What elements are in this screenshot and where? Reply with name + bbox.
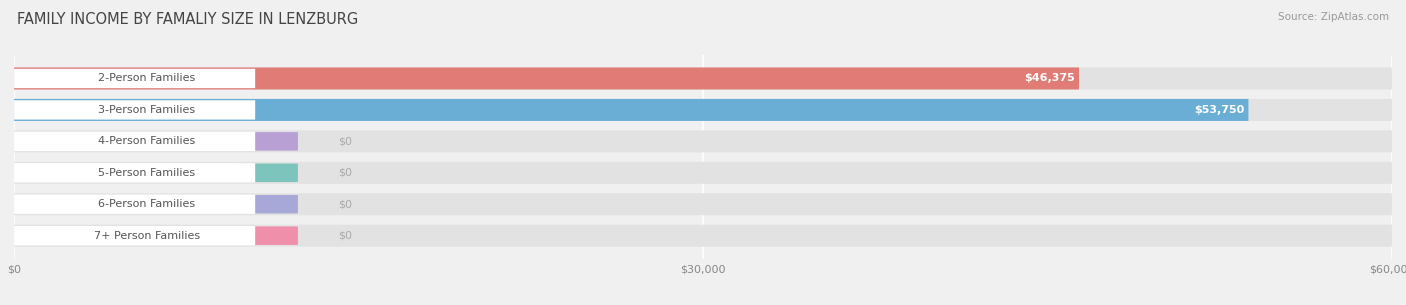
FancyBboxPatch shape [14, 195, 256, 214]
FancyBboxPatch shape [14, 132, 256, 151]
Text: $0: $0 [337, 231, 352, 241]
Text: $53,750: $53,750 [1194, 105, 1244, 115]
FancyBboxPatch shape [14, 100, 256, 120]
FancyBboxPatch shape [14, 99, 1249, 121]
FancyBboxPatch shape [14, 67, 1392, 89]
Text: $0: $0 [337, 199, 352, 209]
FancyBboxPatch shape [14, 225, 1392, 247]
FancyBboxPatch shape [14, 162, 1392, 184]
FancyBboxPatch shape [14, 226, 256, 245]
FancyBboxPatch shape [14, 99, 1392, 121]
Text: Source: ZipAtlas.com: Source: ZipAtlas.com [1278, 12, 1389, 22]
Text: FAMILY INCOME BY FAMALIY SIZE IN LENZBURG: FAMILY INCOME BY FAMALIY SIZE IN LENZBUR… [17, 12, 359, 27]
FancyBboxPatch shape [236, 195, 298, 214]
Text: $0: $0 [337, 168, 352, 178]
Text: $0: $0 [337, 136, 352, 146]
Text: 2-Person Families: 2-Person Families [98, 74, 195, 84]
Text: 3-Person Families: 3-Person Families [98, 105, 195, 115]
Text: 5-Person Families: 5-Person Families [98, 168, 195, 178]
Text: 7+ Person Families: 7+ Person Families [94, 231, 200, 241]
FancyBboxPatch shape [14, 69, 256, 88]
Text: 6-Person Families: 6-Person Families [98, 199, 195, 209]
Text: 4-Person Families: 4-Person Families [98, 136, 195, 146]
FancyBboxPatch shape [14, 193, 1392, 215]
Text: $46,375: $46,375 [1024, 74, 1076, 84]
FancyBboxPatch shape [236, 163, 298, 182]
FancyBboxPatch shape [236, 226, 298, 245]
FancyBboxPatch shape [14, 163, 256, 182]
FancyBboxPatch shape [14, 67, 1078, 89]
FancyBboxPatch shape [236, 132, 298, 151]
FancyBboxPatch shape [14, 130, 1392, 152]
